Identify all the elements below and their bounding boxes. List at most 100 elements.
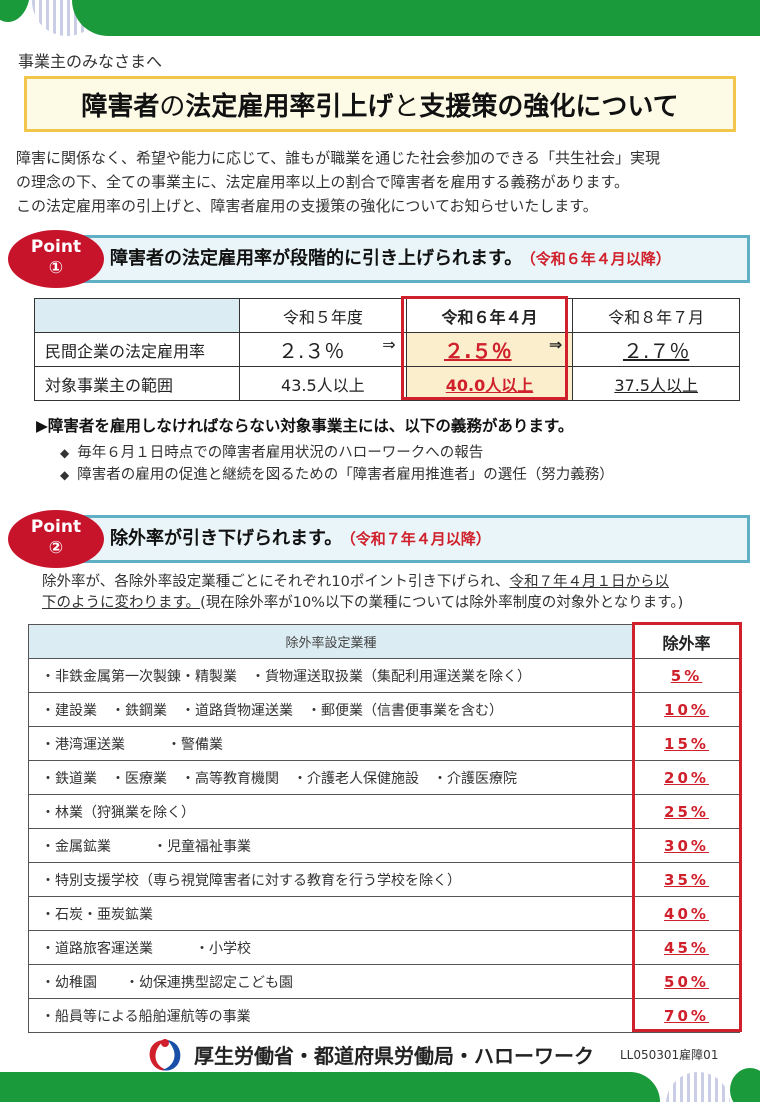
table-row: ・金属鉱業 ・児童福祉事業 30% (28, 828, 740, 863)
industry-cell: ・道路旅客運送業 ・小学校 (28, 930, 634, 965)
duties-heading: ▶障害者を雇用しなければならない対象事業主には、以下の義務があります。 (36, 417, 574, 435)
page-title: 障害者の法定雇用率引上げと支援策の強化について (24, 76, 736, 132)
rate-cell: 15% (633, 726, 740, 761)
rate-cell: 50% (633, 964, 740, 999)
list-item: 毎年６月１日時点での障害者雇用状況のハローワークへの報告 (60, 442, 614, 464)
exclusion-header-rate: 除外率 (633, 624, 740, 659)
rate-cell: 25% (633, 794, 740, 829)
point1-header: Point ① 障害者の法定雇用率が段階的に引き上げられます。 （令和６年４月以降… (8, 230, 752, 288)
point2-date: （令和７年４月以降） (348, 530, 491, 548)
title-part: 支援策の強化について (419, 91, 679, 122)
list-item: 障害者の雇用の促進と継続を図るための「障害者雇用推進者」の選任（努力義務） (60, 464, 614, 486)
rate-value: 15% (664, 734, 709, 753)
rate-row-label: 対象事業主の範囲 (33, 366, 241, 401)
table-row: ・鉄道業 ・医療業 ・高等教育機関 ・介護老人保健施設 ・介護医療院 20% (28, 760, 740, 795)
point2-heading-text: 除外率が引き下げられます。 (110, 528, 343, 549)
rate-cell: ２.３％ ⇒ (239, 332, 407, 367)
footer-ministry: 厚生労働省・都道府県労働局・ハローワーク (194, 1044, 594, 1068)
table-row: ・建設業 ・鉄鋼業 ・道路貨物運送業 ・郵便業（信書便事業を含む） 10% (28, 692, 740, 727)
rate-cell: 43.5人以上 (239, 366, 407, 401)
arrow-icon: ⇒ (382, 335, 396, 354)
mhlw-logo-icon (149, 1039, 181, 1071)
industry-cell: ・特別支援学校（専ら視覚障害者に対する教育を行う学校を除く） (28, 862, 634, 897)
point-badge-word: Point (30, 517, 82, 537)
point-badge-number: ① (48, 258, 64, 278)
top-green-band (72, 0, 760, 36)
industry-cell: ・建設業 ・鉄鋼業 ・道路貨物運送業 ・郵便業（信書便事業を含む） (28, 692, 634, 727)
exclusion-intro-underlined: 下のように変わります。 (42, 595, 201, 611)
rate-cell: 20% (633, 760, 740, 795)
exclusion-header-industry: 除外率設定業種 (28, 624, 634, 659)
point2-header: Point ② 除外率が引き下げられます。 （令和７年４月以降） (8, 510, 752, 568)
bottom-green-band (0, 1072, 660, 1102)
rate-col-header: 令和８年７月 (572, 298, 740, 333)
point2-bar (74, 515, 750, 563)
exclusion-intro-underlined: 令和７年４月１日から以 (509, 574, 670, 590)
table-row: ・石炭・亜炭鉱業 40% (28, 896, 740, 931)
greeting: 事業主のみなさまへ (18, 52, 163, 71)
table-row: ・道路旅客運送業 ・小学校 45% (28, 930, 740, 965)
rate-cell: 70% (633, 998, 740, 1033)
rate-value: 30% (664, 836, 709, 855)
industry-cell: ・港湾運送業 ・警備業 (28, 726, 634, 761)
rate-cell: 45% (633, 930, 740, 965)
intro-line: の理念の下、全ての事業主に、法定雇用率以上の割合で障害者を雇用する義務があります… (16, 173, 630, 191)
rate-value-highlight: ２.５％ (443, 339, 512, 363)
industry-cell: ・石炭・亜炭鉱業 (28, 896, 634, 931)
table-row: ・港湾運送業 ・警備業 15% (28, 726, 740, 761)
rate-cell: ２.７％ (572, 332, 740, 367)
intro-paragraph: 障害に関係なく、希望や能力に応じて、誰もが職業を通じた社会参加のできる「共生社会… (16, 146, 756, 218)
rate-cell: 5% (633, 658, 740, 693)
industry-cell: ・幼稚園 ・幼保連携型認定こども園 (28, 964, 634, 999)
exclusion-rate-table: 除外率設定業種 除外率 ・非鉄金属第一次製錬・精製業 ・貨物運送取扱業（集配利用… (28, 624, 740, 1033)
rate-value: 50% (664, 972, 709, 991)
industry-cell: ・金属鉱業 ・児童福祉事業 (28, 828, 634, 863)
point1-date: （令和６年４月以降） (528, 250, 671, 268)
rate-value: 10% (664, 700, 709, 719)
rate-value: 20% (664, 768, 709, 787)
point2-badge: Point ② (8, 510, 104, 568)
bottom-striped-circle (666, 1072, 730, 1102)
industry-cell: ・非鉄金属第一次製錬・精製業 ・貨物運送取扱業（集配利用運送業を除く） (28, 658, 634, 693)
scope-value: 37.5人以上 (614, 375, 698, 395)
title-part: の (159, 91, 186, 122)
bottom-green-dot (730, 1068, 760, 1102)
point1-heading: 障害者の法定雇用率が段階的に引き上げられます。 （令和６年４月以降） (110, 244, 671, 270)
table-row: 民間企業の法定雇用率 ２.３％ ⇒ ２.５％ ⇒ ２.７％ (33, 332, 740, 367)
table-row: ・幼稚園 ・幼保連携型認定こども園 50% (28, 964, 740, 999)
rate-value: 40% (664, 904, 709, 923)
rate-value: 25% (664, 802, 709, 821)
title-part: と (393, 91, 420, 122)
rate-col-header: 令和５年度 (239, 298, 407, 333)
industry-cell: ・船員等による船舶運航等の事業 (28, 998, 634, 1033)
rate-value: ２.７％ (622, 339, 690, 363)
scope-value-highlight: 40.0人以上 (445, 375, 534, 395)
point-badge-number: ② (48, 538, 64, 558)
table-row: ・非鉄金属第一次製錬・精製業 ・貨物運送取扱業（集配利用運送業を除く） 5% (28, 658, 740, 693)
duties-list: 毎年６月１日時点での障害者雇用状況のハローワークへの報告 障害者の雇用の促進と継… (60, 442, 614, 486)
exclusion-intro-note: (現在除外率が10%以下の業種については除外率制度の対象外となります。) (200, 595, 684, 611)
rate-value: 45% (664, 938, 709, 957)
table-row: ・船員等による船舶運航等の事業 70% (28, 998, 740, 1033)
employment-rate-table: 令和５年度 令和６年４月 令和８年７月 民間企業の法定雇用率 ２.３％ ⇒ ２.… (33, 298, 740, 401)
rate-cell-highlight: ２.５％ ⇒ (405, 332, 574, 367)
rate-cell: 30% (633, 828, 740, 863)
point1-heading-text: 障害者の法定雇用率が段階的に引き上げられます。 (110, 248, 523, 269)
point-badge-word: Point (30, 237, 82, 257)
rate-cell: 10% (633, 692, 740, 727)
industry-cell: ・林業（狩猟業を除く） (28, 794, 634, 829)
rate-value: 35% (664, 870, 709, 889)
exclusion-intro-text: 除外率が、各除外率設定業種ごとにそれぞれ10ポイント引き下げられ、 (42, 574, 510, 590)
industry-cell: ・鉄道業 ・医療業 ・高等教育機関 ・介護老人保健施設 ・介護医療院 (28, 760, 634, 795)
rate-col-header-highlight: 令和６年４月 (405, 298, 574, 333)
rate-value: 70% (664, 1006, 709, 1025)
arrow-icon: ⇒ (548, 335, 563, 354)
rate-table-corner (33, 298, 241, 333)
exclusion-intro: 除外率が、各除外率設定業種ごとにそれぞれ10ポイント引き下げられ、令和７年４月１… (42, 572, 742, 614)
point1-badge: Point ① (8, 230, 104, 288)
table-row: ・林業（狩猟業を除く） 25% (28, 794, 740, 829)
rate-row-label: 民間企業の法定雇用率 (33, 332, 241, 367)
point1-bar (74, 235, 750, 283)
top-green-dot (0, 0, 30, 22)
table-row: 対象事業主の範囲 43.5人以上 40.0人以上 37.5人以上 (33, 366, 740, 401)
